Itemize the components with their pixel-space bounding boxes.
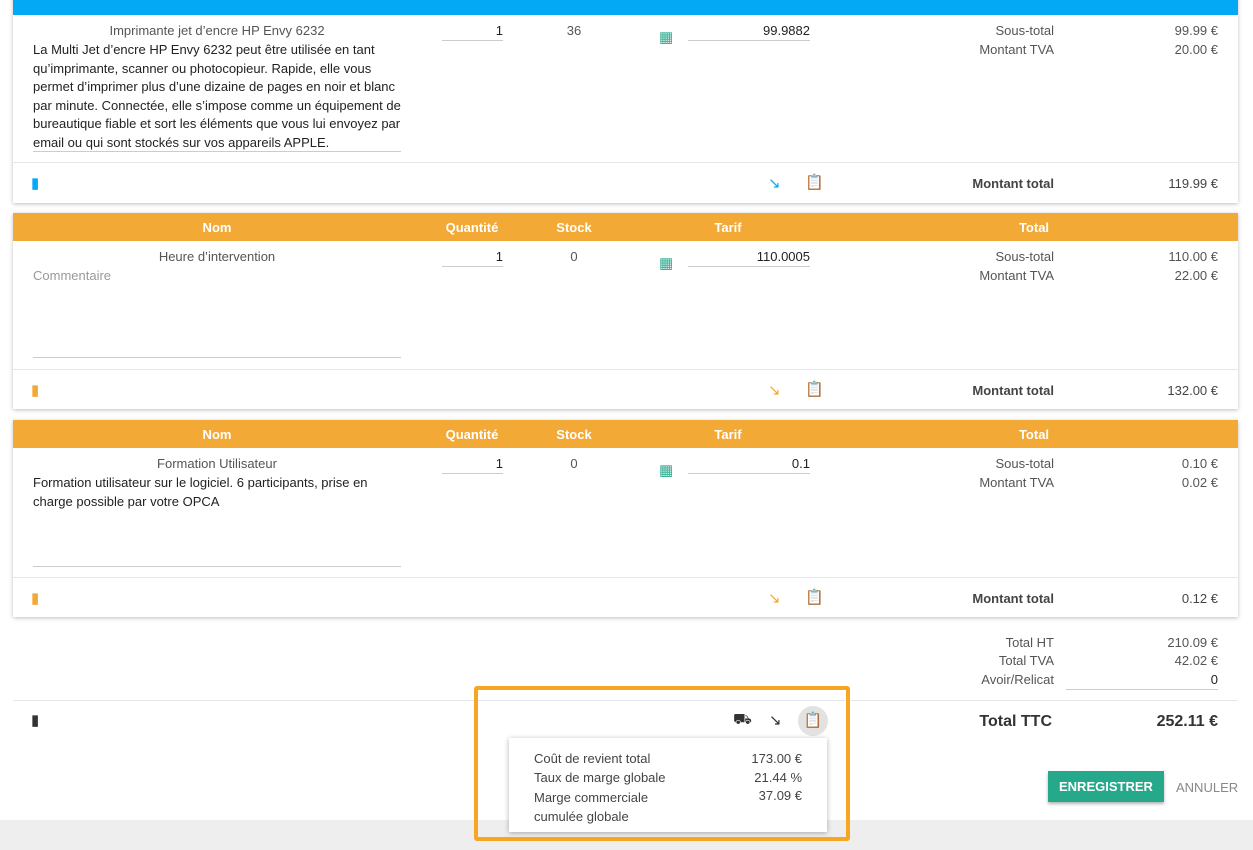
item-name: Formation Utilisateur bbox=[157, 456, 277, 471]
subtotal-label: Sous-total bbox=[995, 456, 1054, 471]
total-ht-value: 210.09 € bbox=[1167, 635, 1218, 650]
header-quantity: Quantité bbox=[445, 427, 499, 442]
clipboard-icon[interactable]: 📋 bbox=[805, 381, 824, 398]
avoir-input[interactable]: 0 bbox=[1066, 672, 1218, 690]
vat-label: Montant TVA bbox=[979, 475, 1054, 490]
line-item-card: Imprimante jet d’encre HP Envy 6232 La M… bbox=[13, 0, 1238, 203]
popup-label: Coût de revient total bbox=[534, 751, 651, 766]
stock-value: 0 bbox=[570, 456, 578, 471]
subtotal-label: Sous-total bbox=[995, 23, 1054, 38]
item-description[interactable]: La Multi Jet d’encre HP Envy 6232 peut ê… bbox=[33, 41, 401, 152]
trash-icon[interactable]: ▮ bbox=[31, 590, 40, 607]
total-ttc-label: Total TTC bbox=[979, 713, 1052, 730]
quantity-input[interactable]: 1 bbox=[442, 249, 503, 267]
total-value: 132.00 € bbox=[1167, 383, 1218, 398]
trending-down-icon[interactable]: ↘ bbox=[768, 382, 781, 399]
trending-down-icon[interactable]: ↘ bbox=[768, 590, 781, 607]
clipboard-icon[interactable]: 📋 bbox=[805, 174, 824, 191]
grid-icon[interactable]: ▦ bbox=[659, 29, 674, 46]
clipboard-icon[interactable]: 📋 bbox=[805, 589, 824, 606]
subtotal-label: Sous-total bbox=[995, 249, 1054, 264]
vat-label: Montant TVA bbox=[979, 42, 1054, 57]
item-name: Heure d’intervention bbox=[158, 249, 276, 264]
tarif-input[interactable]: 110.0005 bbox=[688, 249, 810, 267]
subtotal-value: 0.10 € bbox=[1181, 456, 1218, 471]
popup-label: Marge commerciale cumulée globale bbox=[534, 790, 649, 824]
cancel-button[interactable]: ANNULER bbox=[1176, 780, 1239, 795]
trash-icon[interactable]: ▮ bbox=[31, 175, 40, 192]
clipboard-icon[interactable]: 📋 bbox=[798, 706, 828, 736]
grid-icon[interactable]: ▦ bbox=[659, 462, 674, 479]
divider bbox=[13, 700, 1238, 701]
popup-label: Taux de marge globale bbox=[534, 770, 666, 785]
popup-value: 37.09 € bbox=[758, 788, 802, 803]
margin-popup: Coût de revient total 173.00 € Taux de m… bbox=[509, 738, 827, 832]
subtotal-value: 110.00 € bbox=[1168, 249, 1218, 264]
total-tva-value: 42.02 € bbox=[1174, 653, 1218, 668]
line-item-header bbox=[13, 0, 1238, 15]
header-quantity: Quantité bbox=[445, 220, 499, 235]
subtotal-value: 99.99 € bbox=[1174, 23, 1218, 38]
trending-down-icon[interactable]: ↘ bbox=[768, 175, 781, 192]
popup-value: 21.44 % bbox=[754, 770, 802, 785]
vat-value: 22.00 € bbox=[1174, 268, 1218, 283]
tarif-input[interactable]: 0.1 bbox=[688, 456, 810, 474]
quantity-input[interactable]: 1 bbox=[442, 456, 503, 474]
popup-value: 173.00 € bbox=[751, 751, 802, 766]
header-total: Total bbox=[1018, 427, 1050, 442]
total-ttc-value: 252.11 € bbox=[1156, 713, 1218, 730]
header-name: Nom bbox=[202, 427, 232, 442]
total-label: Montant total bbox=[972, 383, 1054, 398]
item-description[interactable]: Formation utilisateur sur le logiciel. 6… bbox=[33, 474, 401, 567]
total-value: 119.99 € bbox=[1168, 176, 1218, 191]
vat-label: Montant TVA bbox=[979, 268, 1054, 283]
total-ht-label: Total HT bbox=[1005, 635, 1054, 650]
vat-value: 20.00 € bbox=[1174, 42, 1218, 57]
item-name: Imprimante jet d’encre HP Envy 6232 bbox=[109, 23, 325, 38]
header-stock: Stock bbox=[556, 427, 592, 442]
avoir-label: Avoir/Relicat bbox=[981, 672, 1054, 687]
header-name: Nom bbox=[202, 220, 232, 235]
total-tva-label: Total TVA bbox=[998, 653, 1054, 668]
header-tarif: Tarif bbox=[714, 220, 742, 235]
total-label: Montant total bbox=[972, 176, 1054, 191]
stock-value: 0 bbox=[570, 249, 578, 264]
quantity-input[interactable]: 1 bbox=[442, 23, 503, 41]
vat-value: 0.02 € bbox=[1181, 475, 1218, 490]
line-item-card: Nom Quantité Stock Tarif Total Heure d’i… bbox=[13, 213, 1238, 409]
trash-icon[interactable]: ▮ bbox=[31, 382, 40, 399]
header-stock: Stock bbox=[556, 220, 592, 235]
save-button[interactable]: ENREGISTRER bbox=[1048, 771, 1164, 802]
total-label: Montant total bbox=[972, 591, 1054, 606]
grid-icon[interactable]: ▦ bbox=[659, 255, 674, 272]
line-item-header: Nom Quantité Stock Tarif Total bbox=[13, 213, 1238, 241]
truck-icon[interactable]: ⛟ bbox=[733, 711, 752, 728]
total-value: 0.12 € bbox=[1181, 591, 1218, 606]
item-description[interactable]: Commentaire bbox=[33, 267, 401, 358]
header-tarif: Tarif bbox=[714, 427, 742, 442]
trending-down-icon[interactable]: ↘ bbox=[769, 712, 782, 729]
trash-icon[interactable]: ▮ bbox=[31, 712, 40, 729]
stock-value: 36 bbox=[566, 23, 582, 38]
header-total: Total bbox=[1018, 220, 1050, 235]
line-item-header: Nom Quantité Stock Tarif Total bbox=[13, 420, 1238, 448]
line-item-card: Nom Quantité Stock Tarif Total Formation… bbox=[13, 420, 1238, 617]
highlight-box bbox=[474, 686, 850, 841]
tarif-input[interactable]: 99.9882 bbox=[688, 23, 810, 41]
